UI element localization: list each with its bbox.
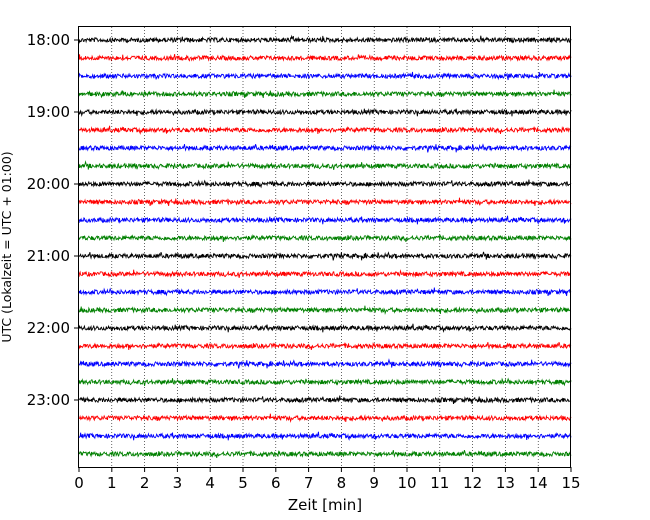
y-axis-label: UTC (Lokalzeit = UTC + 01:00) xyxy=(0,151,14,342)
x-tick-label: 5 xyxy=(238,474,248,492)
x-tick-label: 0 xyxy=(74,474,84,492)
trace-2100 xyxy=(78,251,572,261)
trace-2045 xyxy=(78,234,572,242)
trace-1815 xyxy=(78,53,572,62)
y-tick-label: 23:00 xyxy=(27,391,70,409)
x-tick-label: 15 xyxy=(561,474,580,492)
trace-2015 xyxy=(78,197,572,207)
trace-1900 xyxy=(78,108,572,118)
trace-2000 xyxy=(78,179,572,189)
x-tick-label: 12 xyxy=(463,474,482,492)
trace-2030 xyxy=(78,215,572,225)
trace-2145 xyxy=(78,305,572,316)
x-tick-label: 7 xyxy=(304,474,314,492)
trace-2345 xyxy=(78,450,572,458)
x-tick-label: 9 xyxy=(369,474,379,492)
x-tick-label: 14 xyxy=(529,474,548,492)
trace-2215 xyxy=(78,342,572,350)
trace-1945 xyxy=(78,160,572,170)
x-axis-label: Zeit [min] xyxy=(288,496,362,514)
x-tick-label: 4 xyxy=(205,474,215,492)
trace-2300 xyxy=(78,395,572,405)
trace-1930 xyxy=(78,143,572,153)
x-axis-ticks: 0 1 2 3 4 5 6 7 8 9 10 11 12 13 14 15 xyxy=(74,467,581,492)
x-tick-label: 10 xyxy=(397,474,416,492)
trace-1800 xyxy=(78,34,572,44)
y-tick-label: 22:00 xyxy=(27,319,70,337)
trace-1830 xyxy=(78,71,572,81)
seismogram-traces xyxy=(78,34,572,458)
plot-frame xyxy=(78,26,571,468)
y-tick-label: 19:00 xyxy=(27,103,70,121)
y-tick-label: 20:00 xyxy=(27,175,70,193)
trace-2115 xyxy=(78,269,572,278)
x-tick-label: 1 xyxy=(107,474,117,492)
y-tick-label: 21:00 xyxy=(27,247,70,265)
trace-2330 xyxy=(78,431,572,441)
x-tick-label: 13 xyxy=(496,474,515,492)
x-grid xyxy=(111,27,539,467)
trace-2200 xyxy=(78,323,572,333)
y-axis-ticks: 18:00 19:00 20:00 21:00 22:00 23:00 xyxy=(27,31,79,409)
x-tick-label: 6 xyxy=(271,474,281,492)
trace-2245 xyxy=(78,377,572,387)
x-tick-label: 2 xyxy=(140,474,150,492)
trace-1845 xyxy=(78,89,572,99)
trace-1915 xyxy=(78,125,572,135)
x-tick-label: 8 xyxy=(337,474,347,492)
y-tick-label: 18:00 xyxy=(27,31,70,49)
trace-2230 xyxy=(78,358,572,369)
x-tick-label: 3 xyxy=(173,474,183,492)
trace-2315 xyxy=(78,413,572,424)
x-tick-label: 11 xyxy=(430,474,449,492)
trace-2130 xyxy=(78,287,572,297)
